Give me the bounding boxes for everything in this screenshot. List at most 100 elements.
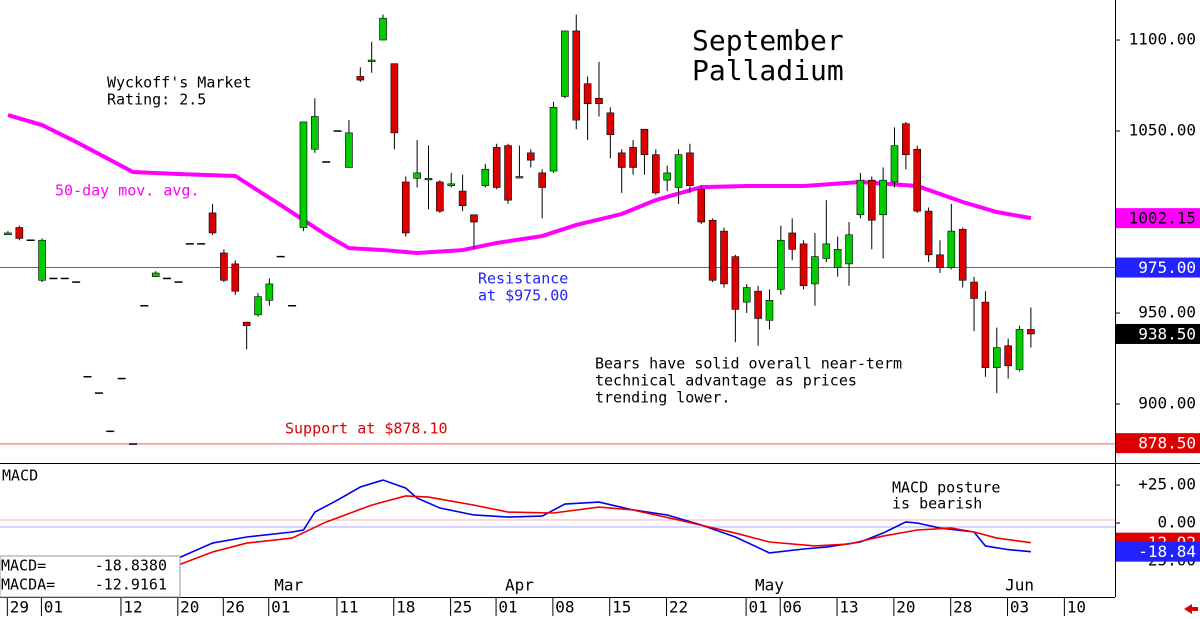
annotation: Support at $878.10: [285, 420, 448, 438]
y-tick-label: 1050.00: [1129, 121, 1196, 140]
candle-body: [663, 172, 671, 181]
readout-value: -18.8380: [95, 557, 167, 575]
candle-body: [1015, 329, 1024, 370]
candle-body: [856, 179, 865, 216]
candle-body: [458, 190, 467, 206]
candle-body: [902, 123, 910, 155]
candle-body: [833, 249, 842, 268]
chart-title: Palladium: [692, 54, 844, 87]
candle-body: [742, 287, 751, 303]
candle-body: [731, 256, 740, 310]
candle-body: [492, 147, 501, 188]
candle-body: [708, 219, 717, 281]
candle-body: [390, 63, 399, 134]
candle-body: [1004, 345, 1012, 367]
candle-body: [947, 230, 956, 268]
candle-body: [970, 281, 978, 299]
candle-body: [549, 107, 558, 172]
annotation: technical advantage as prices: [595, 372, 857, 390]
candle-body: [151, 272, 160, 277]
x-tick-label: 20: [896, 598, 915, 617]
annotation: MACD posture: [892, 479, 1000, 497]
candle-body: [265, 283, 274, 301]
panel-title: MACD: [2, 467, 38, 485]
candle-body: [890, 145, 899, 183]
candle-body: [583, 83, 592, 105]
candle-body: [981, 301, 990, 368]
candle-body: [777, 239, 785, 290]
x-tick-label: 01: [44, 598, 63, 617]
macd-line: [178, 495, 1031, 566]
candle-body: [879, 179, 887, 216]
annotation: Resistance: [478, 270, 568, 288]
candle-body: [4, 232, 12, 236]
axis-marker: [1116, 323, 1200, 344]
chart-title: September: [692, 24, 844, 57]
candle-body: [413, 172, 421, 179]
candle-body: [697, 188, 706, 223]
annotation: is bearish: [892, 495, 982, 513]
x-tick-label: 28: [953, 598, 972, 617]
axis-marker: [1116, 208, 1200, 229]
readout-label: MACDA=: [1, 576, 55, 594]
y-tick-label: 1100.00: [1129, 30, 1196, 49]
x-tick-label: 13: [839, 598, 858, 617]
axis-marker: [1116, 257, 1200, 278]
x-tick-label: 10: [1067, 598, 1086, 617]
candle-body: [822, 243, 831, 259]
candle-body: [242, 321, 251, 327]
candle-body: [629, 147, 637, 168]
annotation: Wyckoff's Market: [107, 74, 252, 92]
candle-body: [1027, 329, 1035, 335]
annotation: trending lower.: [595, 389, 730, 407]
candle-body: [311, 116, 319, 150]
x-tick-label: 01: [748, 598, 767, 617]
candle-body: [538, 172, 546, 188]
x-tick-label: 11: [339, 598, 358, 617]
candle-body: [481, 168, 490, 186]
candle-body: [220, 252, 228, 281]
candle-body: [595, 97, 603, 105]
candle-body: [765, 299, 774, 321]
x-tick-label: 06: [783, 598, 802, 617]
candle-body: [936, 254, 944, 268]
candle-body: [526, 152, 535, 161]
candle-body: [686, 152, 694, 186]
candle-body: [924, 210, 933, 256]
candle-body: [208, 212, 217, 234]
candle-body: [231, 263, 240, 292]
readout-label: MACD=: [1, 557, 46, 575]
axis-marker: [1116, 541, 1200, 562]
candle-body: [504, 145, 512, 201]
candle-body: [436, 181, 444, 212]
x-tick-label: 26: [226, 598, 245, 617]
candle-body: [913, 148, 922, 212]
candle-body: [640, 128, 649, 155]
month-label: Jun: [1005, 576, 1034, 595]
axis-marker-label: 938.50: [1138, 324, 1196, 343]
x-tick-label: 29: [10, 598, 29, 617]
x-tick-label: 08: [555, 598, 574, 617]
candle-body: [606, 112, 615, 135]
annotation: Bears have solid overall near-term: [595, 355, 902, 373]
x-tick-label: 01: [498, 598, 517, 617]
scroll-arrow: [1184, 604, 1198, 614]
candle-body: [401, 181, 410, 234]
candle-body: [299, 121, 308, 228]
candle-body: [367, 59, 376, 62]
readout-box: [0, 555, 181, 598]
candle-body: [561, 30, 569, 97]
y-tick-label: 0.00: [1157, 513, 1196, 532]
candle-body: [424, 178, 433, 181]
candle-body: [15, 227, 24, 239]
candle-body: [447, 183, 456, 186]
month-label: May: [755, 576, 784, 595]
candle-body: [470, 214, 478, 223]
x-tick-label: 15: [612, 598, 631, 617]
candle-body: [799, 243, 808, 287]
candle-body: [38, 239, 46, 281]
candle-body: [379, 17, 387, 41]
candle-body: [958, 229, 967, 281]
axis-marker-label: -18.84: [1138, 542, 1196, 561]
x-tick-label: 03: [1010, 598, 1029, 617]
